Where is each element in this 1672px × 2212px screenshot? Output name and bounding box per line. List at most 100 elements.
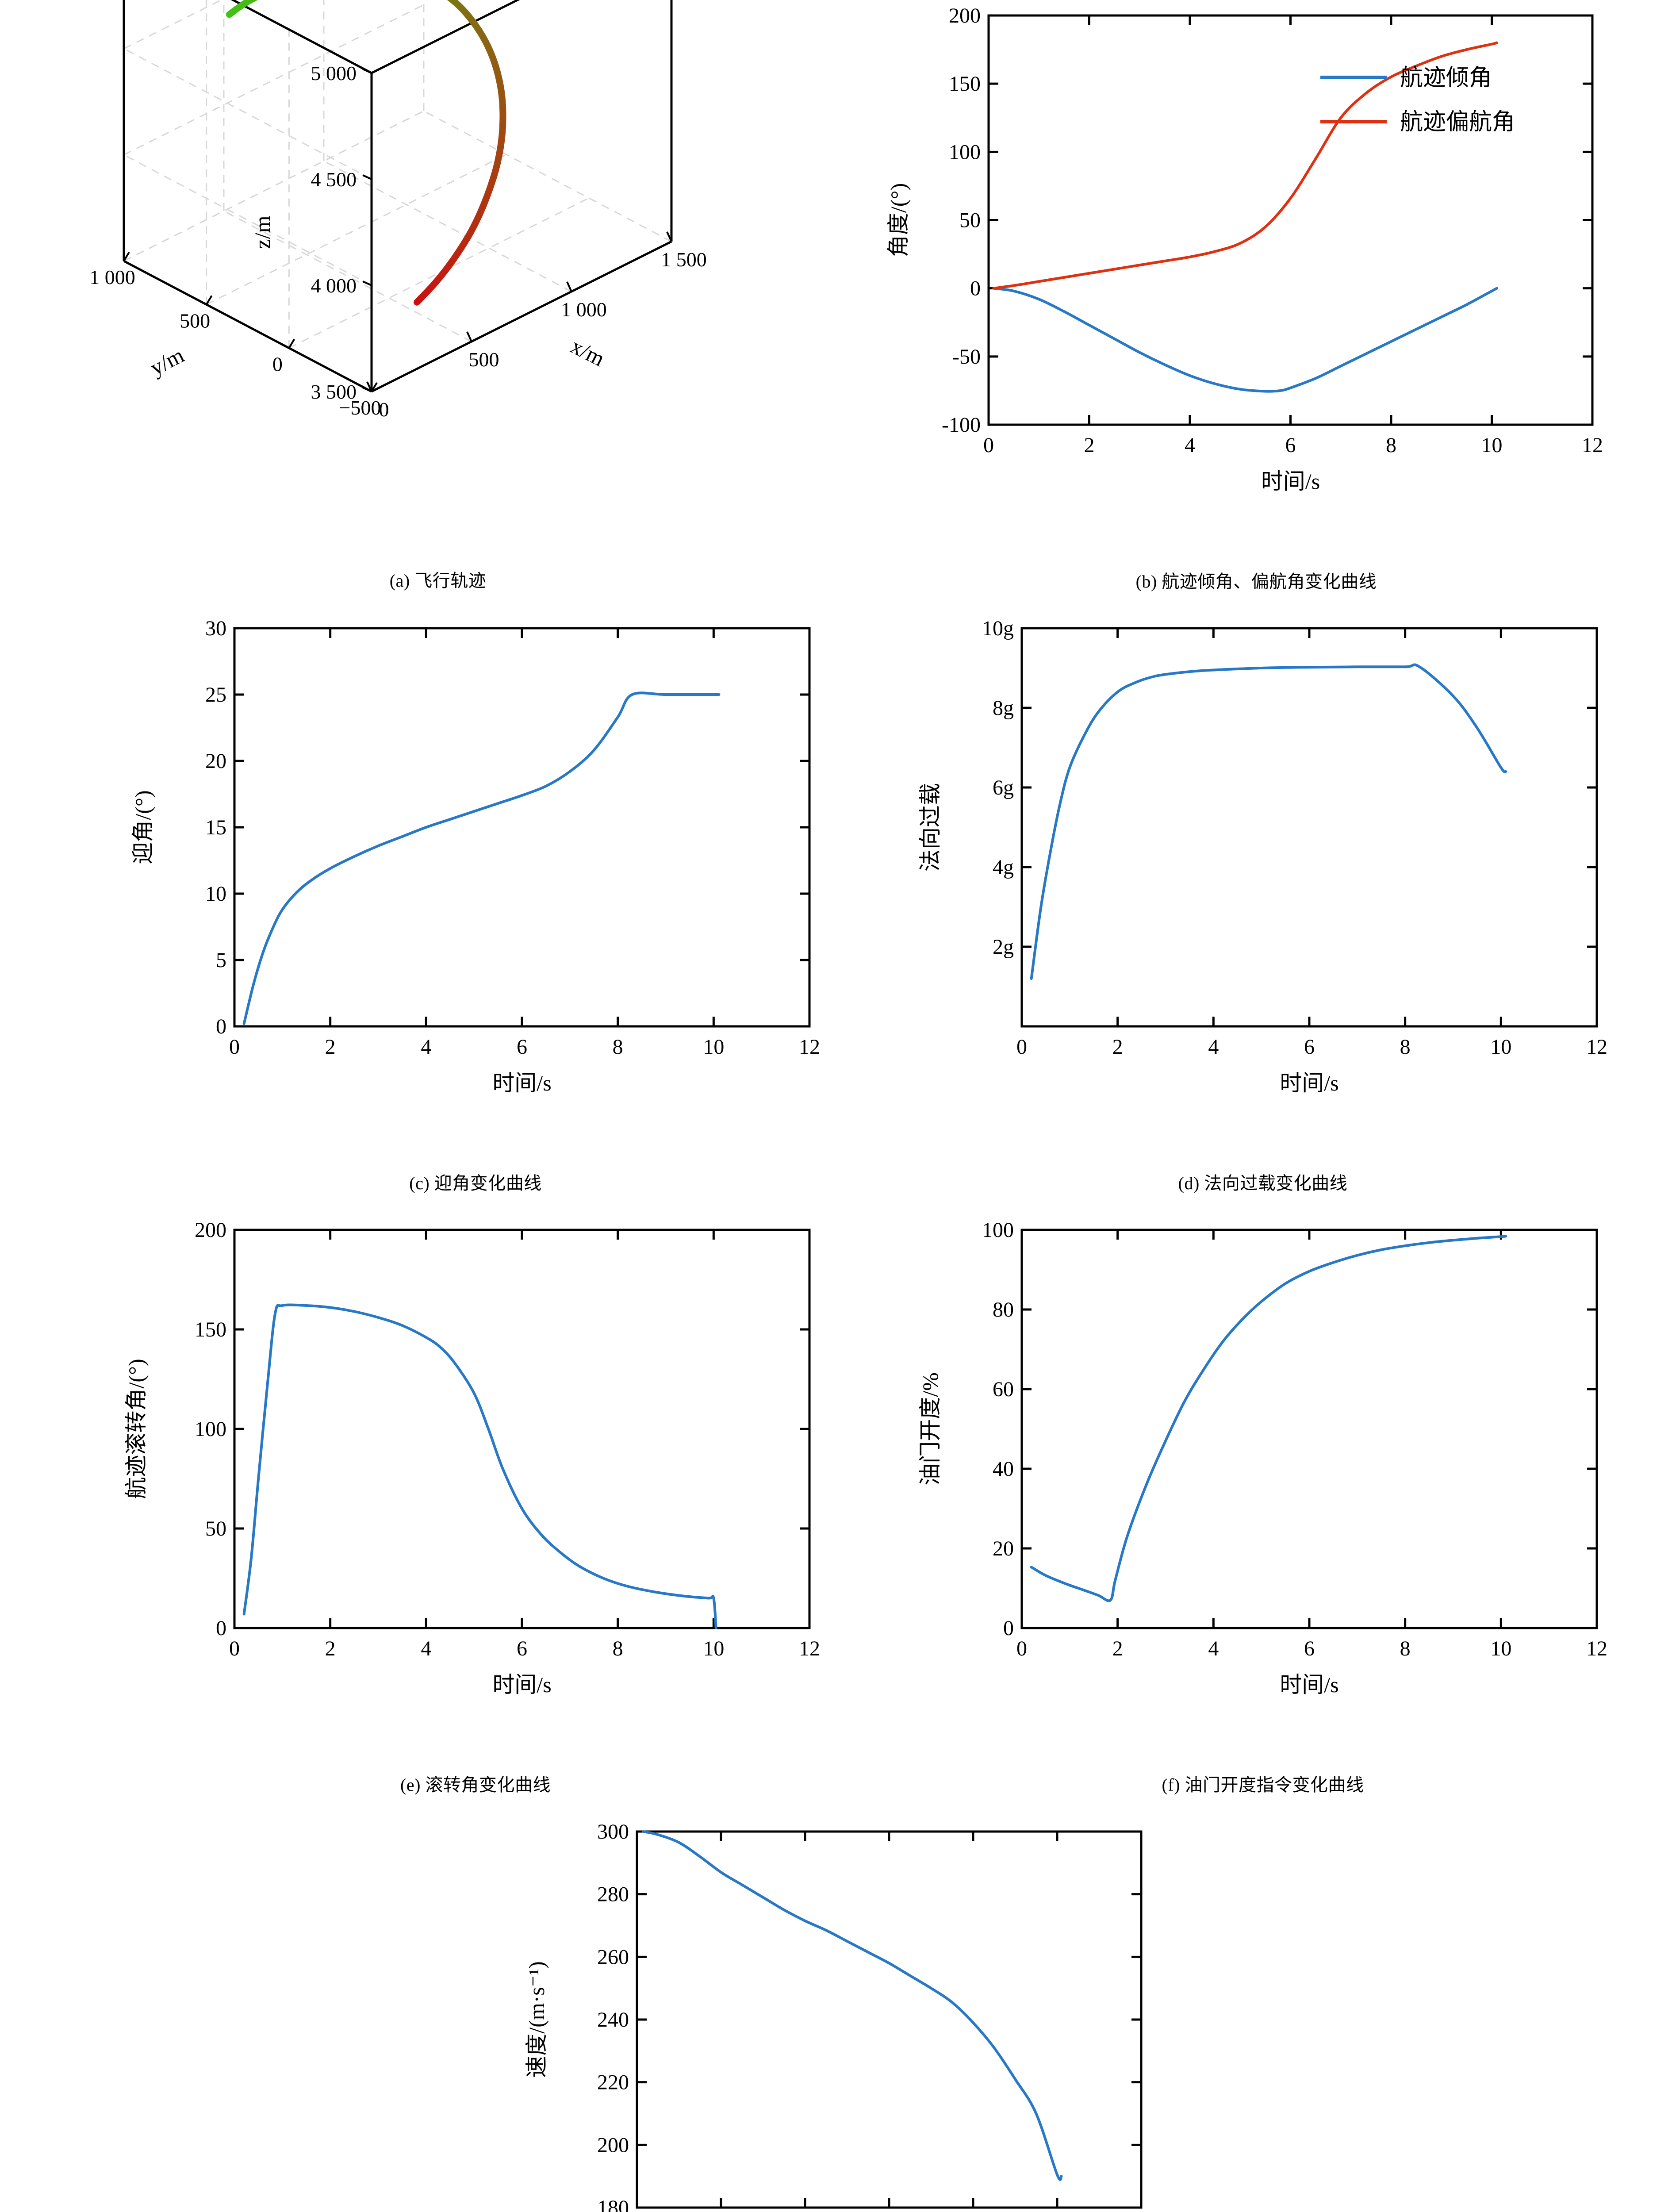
y-tick-label: 220 xyxy=(597,2071,629,2094)
x-tick-label: 2 xyxy=(325,1637,336,1660)
series-line-1 xyxy=(242,1303,717,1629)
y-axis-label: 角度/(°) xyxy=(886,183,911,257)
y-axis-label: 油门开度/% xyxy=(918,1372,943,1486)
x-tick-label: 12 xyxy=(1586,1035,1607,1059)
x-tick-label: 10 xyxy=(1490,1637,1511,1660)
legend-label-1: 航迹倾角 xyxy=(1400,65,1492,91)
z-tick-label: 4 500 xyxy=(311,168,357,191)
y-tick-label: 2g xyxy=(993,935,1014,959)
x-tick-label: 0 xyxy=(379,398,389,421)
y-tick-label: -50 xyxy=(952,345,981,369)
y-tick-label: 0 xyxy=(216,1015,226,1038)
x-axis-label: 时间/s xyxy=(1280,1672,1338,1697)
x-tick-label: 6 xyxy=(1285,434,1296,457)
y-tick-label: 240 xyxy=(597,2008,629,2032)
x-tick-label: 4 xyxy=(421,1035,431,1059)
y-axis-label: 速度/(m·s⁻¹) xyxy=(524,1961,549,2078)
axes-frame xyxy=(1020,627,1598,1028)
series-line-1 xyxy=(1030,1235,1507,1602)
y-tick xyxy=(288,338,295,349)
y-tick-label: 60 xyxy=(993,1378,1014,1401)
plot-normal-load-factor: 0 2 4 6 8 10 12 2g 4g 6g 8g 10g 时间/s 法向过载 xyxy=(918,617,1607,1095)
x-tick-label: 12 xyxy=(799,1035,820,1059)
axes-frame xyxy=(636,1830,1143,2209)
x-tick-label: 10 xyxy=(1481,434,1503,457)
y-tick-label: 300 xyxy=(597,1820,629,1843)
top-back-edge-left xyxy=(230,0,372,74)
y-tick-label: 200 xyxy=(597,2133,629,2157)
panel-f-caption: (f) 油门开度指令变化曲线 xyxy=(1162,1775,1364,1795)
plot-speed: 024681012180200220240260280300时间/s速度/(m·… xyxy=(524,1820,1143,2212)
trajectory-line xyxy=(226,0,506,306)
y-tick-label: 80 xyxy=(993,1298,1014,1321)
x-axis-label: 时间/s xyxy=(1261,469,1320,494)
y-tick-label: 30 xyxy=(205,617,226,640)
y-tick xyxy=(205,295,213,305)
x-tick-label: 0 xyxy=(1016,1637,1027,1660)
panel-c-angle-of-attack: 0 2 4 6 8 10 12 0 5 10 15 20 25 30 时间/s 迎角/(°) xyxy=(102,615,849,1159)
x-tick-label: 4 xyxy=(1208,1035,1219,1059)
x-tick-label: 1 000 xyxy=(561,298,607,321)
plot-flight-path-angles: 0 2 4 6 8 10 12 -100 -50 0 50 100 150 200 时间/s 角度/(°) 航迹… xyxy=(886,4,1603,494)
y-tick-label: 10 xyxy=(205,882,226,906)
top-back-edge-right xyxy=(371,0,520,74)
y-tick-label: 50 xyxy=(205,1517,226,1540)
x-tick-label: 2 xyxy=(1112,1035,1123,1059)
x-tick xyxy=(666,231,672,242)
y-tick-label: 500 xyxy=(180,309,210,332)
legend-label-2: 航迹偏航角 xyxy=(1400,109,1515,135)
x-tick-label: 4 xyxy=(1185,434,1195,457)
y-tick-label: 150 xyxy=(195,1318,226,1341)
y-tick-label: 0 xyxy=(272,353,283,376)
y-tick-label: 260 xyxy=(597,1945,629,1969)
y-tick-label: 0 xyxy=(970,277,981,300)
y-tick-label: −500 xyxy=(339,396,381,419)
axes-frame xyxy=(987,14,1594,426)
x-tick-label: 8 xyxy=(1386,434,1396,457)
x-tick-label: 6 xyxy=(1304,1035,1315,1059)
y-tick-label: 0 xyxy=(216,1617,226,1640)
y-axis-edge xyxy=(123,260,372,393)
x-tick-label: 10 xyxy=(703,1637,724,1660)
y-tick-label: 100 xyxy=(982,1218,1014,1242)
x-tick-label: 6 xyxy=(1304,1637,1315,1660)
y-tick-label: 20 xyxy=(993,1537,1014,1560)
y-tick-label: 100 xyxy=(195,1417,226,1441)
series-line-2 xyxy=(992,41,1498,290)
z-tick xyxy=(362,280,372,286)
z-tick-label: 5 000 xyxy=(311,62,357,84)
x-tick-label: 0 xyxy=(983,434,994,457)
y-tick-label: 8g xyxy=(993,696,1014,720)
y-tick-label: 50 xyxy=(959,209,981,232)
x-tick-label: 4 xyxy=(421,1637,431,1660)
y-tick-label: 20 xyxy=(205,749,226,773)
y-tick-label: 200 xyxy=(949,4,981,27)
y-tick-label: 10g xyxy=(982,617,1014,640)
y-tick-label: 5 xyxy=(216,949,226,972)
x-tick-label: 8 xyxy=(1400,1637,1411,1660)
z-tick xyxy=(362,387,372,392)
y-axis-label: 航迹滚转角/(°) xyxy=(124,1359,149,1499)
x-tick-label: 0 xyxy=(1016,1035,1027,1059)
x-tick-label: 1 500 xyxy=(661,248,707,271)
x-tick xyxy=(366,381,372,392)
z-tick-label: 3 500 xyxy=(311,380,357,403)
axes-frame xyxy=(233,627,811,1028)
x-tick-label: 6 xyxy=(517,1637,527,1660)
x-tick-label: 2 xyxy=(325,1035,336,1059)
y-tick-label: 100 xyxy=(949,140,981,164)
axes-frame xyxy=(233,1229,811,1629)
panel-b-flight-path-angles: 0 2 4 6 8 10 12 -100 -50 0 50 100 150 200 时间/s 角度/(°) 航迹… xyxy=(867,0,1645,544)
y-tick-label: 180 xyxy=(597,2196,629,2212)
x-tick xyxy=(466,331,472,342)
y-tick-label: 6g xyxy=(993,776,1014,799)
z-tick xyxy=(362,68,372,74)
x-tick-label: 4 xyxy=(1208,1637,1219,1660)
panel-f-throttle-command: 0 2 4 6 8 10 12 0 20 40 60 80 100 时间/s 油门开度/% xyxy=(889,1217,1637,1761)
y-axis-label: y/m xyxy=(146,342,188,380)
plot-throttle-command: 0 2 4 6 8 10 12 0 20 40 60 80 100 时间/s 油门开度/% xyxy=(918,1218,1607,1697)
x-tick-label: 8 xyxy=(613,1035,623,1059)
series-line-1 xyxy=(242,691,721,1025)
z-tick xyxy=(362,174,372,180)
